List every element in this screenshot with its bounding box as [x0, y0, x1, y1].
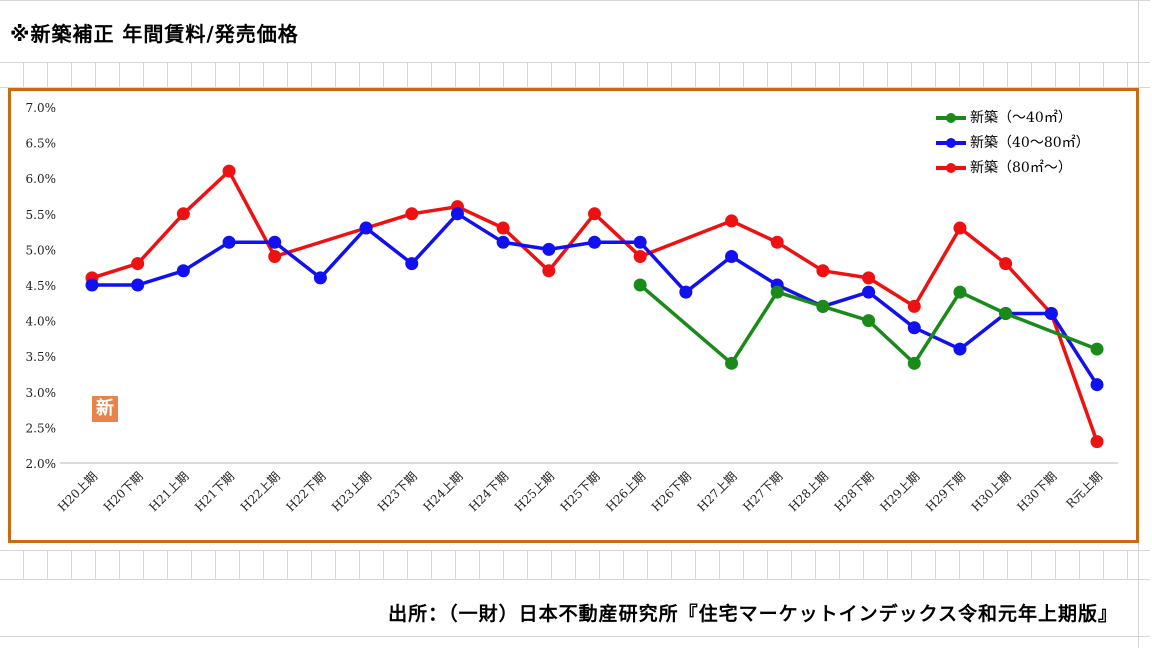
x-tick-label: H22下期 — [283, 469, 328, 514]
series-point — [588, 235, 601, 249]
series-point — [1090, 435, 1104, 449]
series-point — [862, 271, 876, 285]
y-tick-label: 6.5% — [26, 137, 57, 151]
new-badge: 新 — [92, 396, 118, 422]
series-point — [405, 257, 419, 271]
x-tick-label: H28下期 — [832, 469, 877, 514]
series-point — [313, 271, 327, 285]
x-tick-label: H29上期 — [877, 469, 922, 514]
y-tick-label: 2.0% — [26, 457, 57, 471]
series-point — [999, 306, 1013, 320]
y-tick-label: 2.5% — [26, 421, 57, 435]
series-point — [770, 235, 784, 249]
y-tick-label: 3.0% — [26, 386, 57, 400]
series-point — [953, 285, 967, 299]
series-point — [633, 235, 647, 249]
x-tick-label: H25上期 — [512, 469, 557, 514]
x-tick-label: H24下期 — [466, 469, 511, 514]
x-tick-label: H21上期 — [146, 469, 191, 514]
sheet-gridline-bottom — [0, 636, 1150, 637]
x-tick-label: H20上期 — [55, 469, 100, 514]
legend-item: 新築（～40㎡） — [936, 104, 1090, 129]
series-point — [131, 257, 145, 271]
series-point — [268, 235, 282, 249]
x-tick-label: H21下期 — [192, 469, 237, 514]
series-point — [862, 314, 876, 328]
x-tick-label: H29下期 — [923, 469, 968, 514]
series-point — [1090, 342, 1104, 356]
legend-swatch — [936, 160, 966, 174]
series-point — [588, 207, 601, 221]
series-point — [633, 250, 647, 264]
series-point — [725, 214, 739, 228]
source-note: 出所：（一財）日本不動産研究所『住宅マーケットインデックス令和元年上期版』 — [388, 603, 1118, 625]
x-tick-label: H25下期 — [558, 469, 603, 514]
x-tick-label: H27上期 — [695, 469, 740, 514]
series-point — [176, 264, 190, 278]
series-point — [907, 299, 921, 313]
series-point — [85, 278, 99, 292]
y-tick-label: 6.0% — [26, 172, 57, 186]
series-point — [450, 207, 464, 221]
series-point — [542, 242, 556, 256]
series-point — [131, 278, 145, 292]
chart-legend: 新築（～40㎡） 新築（40～80㎡） 新築（80㎡～） — [936, 104, 1090, 179]
series-point — [176, 207, 190, 221]
series-point — [907, 356, 921, 370]
series-point — [725, 356, 739, 370]
x-tick-label: R元上期 — [1063, 469, 1105, 511]
legend-item: 新築（80㎡～） — [936, 154, 1090, 179]
x-tick-label: H27下期 — [740, 469, 785, 514]
legend-swatch — [936, 135, 966, 149]
x-tick-label: H22上期 — [238, 469, 283, 514]
series-point — [770, 285, 784, 299]
series-point — [268, 250, 282, 264]
x-tick-label: H26上期 — [603, 469, 648, 514]
series-point — [405, 207, 419, 221]
series-point — [496, 235, 510, 249]
y-tick-label: 7.0% — [26, 101, 57, 115]
series-point — [633, 278, 647, 292]
series-point — [862, 285, 876, 299]
series-point — [953, 342, 967, 356]
series-point — [1044, 306, 1058, 320]
legend-swatch — [936, 110, 966, 124]
series-point — [725, 250, 739, 264]
legend-label: 新築（80㎡～） — [970, 159, 1072, 176]
x-tick-label: H20下期 — [101, 469, 146, 514]
sheet-grid-bottom — [0, 550, 1150, 580]
sheet-gridline-top — [0, 0, 1150, 1]
series-point — [359, 221, 373, 235]
series-point — [222, 164, 236, 178]
y-tick-label: 3.5% — [26, 350, 57, 364]
x-tick-label: H30下期 — [1014, 469, 1059, 514]
series-point — [1090, 378, 1104, 392]
sheet-grid-top — [0, 62, 1150, 88]
series-point — [816, 264, 830, 278]
legend-item: 新築（40～80㎡） — [936, 129, 1090, 154]
series-point — [542, 264, 556, 278]
series-point — [953, 221, 967, 235]
series-point — [907, 321, 921, 335]
x-tick-label: H24上期 — [420, 469, 465, 514]
x-tick-label: H23下期 — [375, 469, 420, 514]
x-tick-label: H30上期 — [969, 469, 1014, 514]
y-tick-label: 5.0% — [26, 243, 57, 257]
y-tick-label: 4.5% — [26, 279, 57, 293]
series-point — [222, 235, 236, 249]
x-tick-label: H28上期 — [786, 469, 831, 514]
legend-label: 新築（～40㎡） — [970, 109, 1072, 126]
series-point — [999, 257, 1013, 271]
series-point — [816, 299, 830, 313]
y-tick-label: 4.0% — [26, 315, 57, 329]
legend-label: 新築（40～80㎡） — [970, 134, 1090, 151]
x-tick-label: H26下期 — [649, 469, 694, 514]
y-tick-label: 5.5% — [26, 208, 57, 222]
series-point — [496, 221, 510, 235]
page-title: ※新築補正 年間賃料/発売価格 — [10, 22, 299, 46]
series-point — [679, 285, 693, 299]
x-tick-label: H23上期 — [329, 469, 374, 514]
